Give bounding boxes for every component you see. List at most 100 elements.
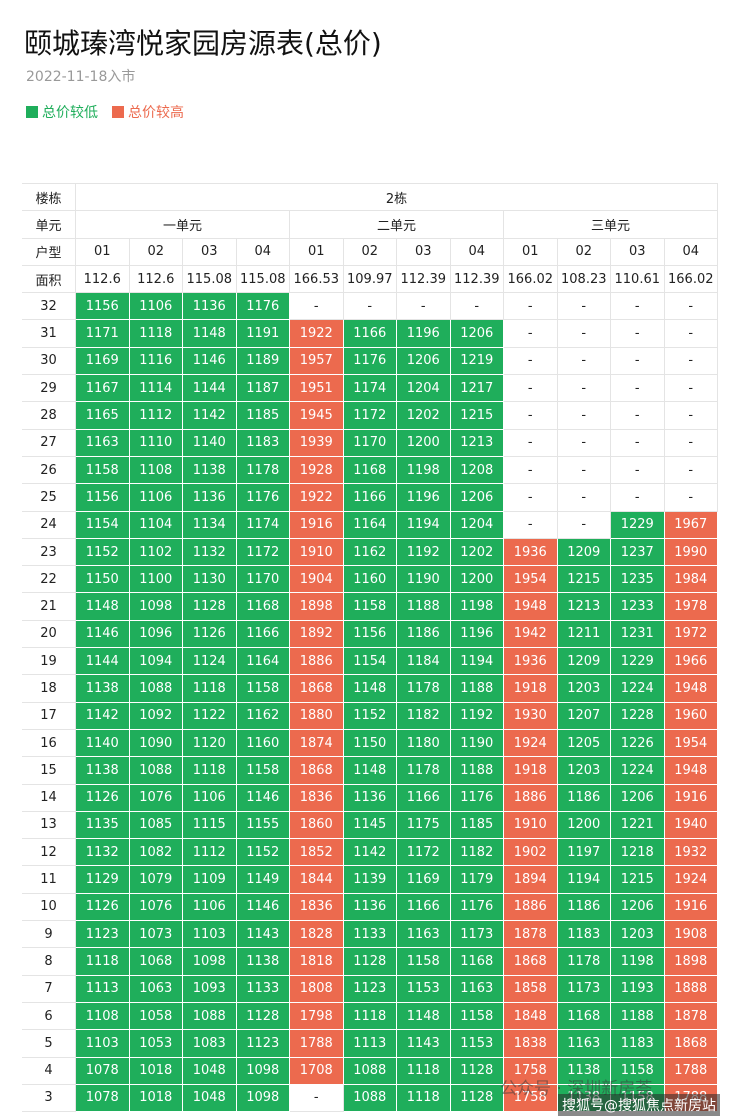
price-cell: 1206 bbox=[610, 783, 665, 812]
price-cell: 1788 bbox=[289, 1029, 344, 1058]
price-cell: 1945 bbox=[289, 401, 344, 430]
price-cell: 1936 bbox=[503, 647, 558, 676]
price-cell: 1886 bbox=[503, 892, 558, 922]
price-cell: 1128 bbox=[235, 1001, 290, 1031]
price-cell: 1146 bbox=[235, 783, 290, 812]
price-cell: 1916 bbox=[289, 510, 344, 539]
price-cell: - bbox=[663, 401, 718, 430]
price-cell: 1942 bbox=[503, 619, 558, 649]
price-cell: 1758 bbox=[503, 1056, 558, 1085]
price-cell: 1215 bbox=[449, 401, 504, 430]
price-cell: 1902 bbox=[503, 838, 558, 867]
price-cell: 1094 bbox=[128, 647, 183, 676]
price-cell: 1098 bbox=[182, 947, 237, 976]
price-cell: 1123 bbox=[75, 920, 130, 949]
floor-row: 17 1142 1092 1122 1162 1880 1152 1182 1192 1930 12… bbox=[22, 701, 718, 730]
price-cell: 1198 bbox=[610, 947, 665, 976]
price-cell: 1135 bbox=[75, 810, 130, 840]
price-cell: 1128 bbox=[449, 1056, 504, 1085]
price-cell: 1880 bbox=[289, 701, 344, 730]
price-cell: 1197 bbox=[556, 838, 611, 867]
price-cell: 1198 bbox=[396, 455, 451, 485]
price-cell: 1978 bbox=[663, 592, 718, 621]
price-cell: 1106 bbox=[182, 783, 237, 812]
price-cell: 1158 bbox=[75, 455, 130, 485]
price-cell: 1180 bbox=[396, 728, 451, 758]
price-cell: 1156 bbox=[75, 483, 130, 512]
price-cell: 1146 bbox=[235, 892, 290, 922]
price-cell: 1088 bbox=[342, 1083, 397, 1113]
floor: 12 bbox=[22, 838, 76, 867]
price-cell: - bbox=[556, 346, 611, 376]
type: 03 bbox=[182, 237, 237, 266]
price-cell: 1144 bbox=[182, 374, 237, 403]
price-cell: 1798 bbox=[289, 1001, 344, 1031]
price-cell: 1132 bbox=[182, 537, 237, 567]
price-cell: 1109 bbox=[182, 865, 237, 894]
price-cell: - bbox=[663, 374, 718, 403]
corner-label: 单元 bbox=[22, 210, 76, 239]
price-cell: 1185 bbox=[235, 401, 290, 430]
price-cell: 1188 bbox=[449, 674, 504, 703]
price-cell: - bbox=[663, 455, 718, 485]
price-cell: 1123 bbox=[235, 1029, 290, 1058]
price-cell: 1174 bbox=[235, 510, 290, 539]
price-cell: 1048 bbox=[182, 1083, 237, 1113]
price-cell: 1211 bbox=[556, 619, 611, 649]
price-cell: 1122 bbox=[182, 701, 237, 730]
floor: 9 bbox=[22, 920, 76, 949]
floor: 20 bbox=[22, 619, 76, 649]
price-cell: 1940 bbox=[663, 810, 718, 840]
price-cell: 1143 bbox=[235, 920, 290, 949]
price-cell: 1224 bbox=[610, 674, 665, 703]
price-cell: 1158 bbox=[342, 592, 397, 621]
type: 02 bbox=[342, 237, 397, 266]
price-cell: - bbox=[610, 319, 665, 348]
price-cell: 1148 bbox=[342, 674, 397, 703]
floor-row: 30 1169 1116 1146 1189 1957 1176 1206 1219- - - - bbox=[22, 346, 718, 376]
floor: 13 bbox=[22, 810, 76, 840]
price-cell: 1132 bbox=[75, 838, 130, 867]
price-cell: 1113 bbox=[75, 974, 130, 1003]
price-cell: 1149 bbox=[235, 865, 290, 894]
header-row: 户型 01 02 03 04 01 02 03 04 01 02 03 04 bbox=[22, 237, 718, 266]
floor-row: 6 1108 1058 1088 1128 1798 1118 1148 1158 1848 116… bbox=[22, 1001, 718, 1031]
price-cell: 1048 bbox=[182, 1056, 237, 1085]
price-cell: 1166 bbox=[396, 892, 451, 922]
floor-row: 19 1144 1094 1124 1164 1886 1154 1184 1194 1936 12… bbox=[22, 647, 718, 676]
floor: 17 bbox=[22, 701, 76, 730]
date: 2022-11-18入市 bbox=[26, 69, 136, 85]
price-cell: 1179 bbox=[449, 865, 504, 894]
floor-row: 29 1167 1114 1144 1187 1951 1174 1204 1217- - - - bbox=[22, 374, 718, 403]
area: 108.23 bbox=[556, 264, 611, 294]
price-cell: 1808 bbox=[289, 974, 344, 1003]
area: 166.02 bbox=[663, 264, 718, 294]
price-cell: - bbox=[342, 292, 397, 321]
header-row: 面积 112.6 112.6 115.08 115.08 166.53 109.97 112.… bbox=[22, 264, 718, 294]
price-cell: 1160 bbox=[342, 565, 397, 594]
price-cell: 1140 bbox=[75, 728, 130, 758]
floor: 27 bbox=[22, 428, 76, 457]
price-cell: 1918 bbox=[503, 756, 558, 785]
legend-label: 总价较高 bbox=[128, 105, 184, 121]
price-cell: 1192 bbox=[449, 701, 504, 730]
price-cell: 1836 bbox=[289, 783, 344, 812]
price-cell: 1203 bbox=[610, 920, 665, 949]
price-cell: 1188 bbox=[396, 592, 451, 621]
price-cell: 1202 bbox=[449, 537, 504, 567]
floor: 7 bbox=[22, 974, 76, 1003]
price-cell: 1169 bbox=[396, 865, 451, 894]
price-cell: 1176 bbox=[449, 783, 504, 812]
floor: 5 bbox=[22, 1029, 76, 1058]
price-cell: 1171 bbox=[75, 319, 130, 348]
price-cell: 1098 bbox=[235, 1056, 290, 1085]
price-cell: 1158 bbox=[610, 1056, 665, 1085]
price-cell: 1954 bbox=[663, 728, 718, 758]
floor: 4 bbox=[22, 1056, 76, 1085]
price-cell: 1878 bbox=[663, 1001, 718, 1031]
price-cell: 1163 bbox=[75, 428, 130, 457]
price-cell: 1186 bbox=[556, 783, 611, 812]
price-cell: 1874 bbox=[289, 728, 344, 758]
price-cell: 1092 bbox=[128, 701, 183, 730]
type: 04 bbox=[449, 237, 504, 266]
